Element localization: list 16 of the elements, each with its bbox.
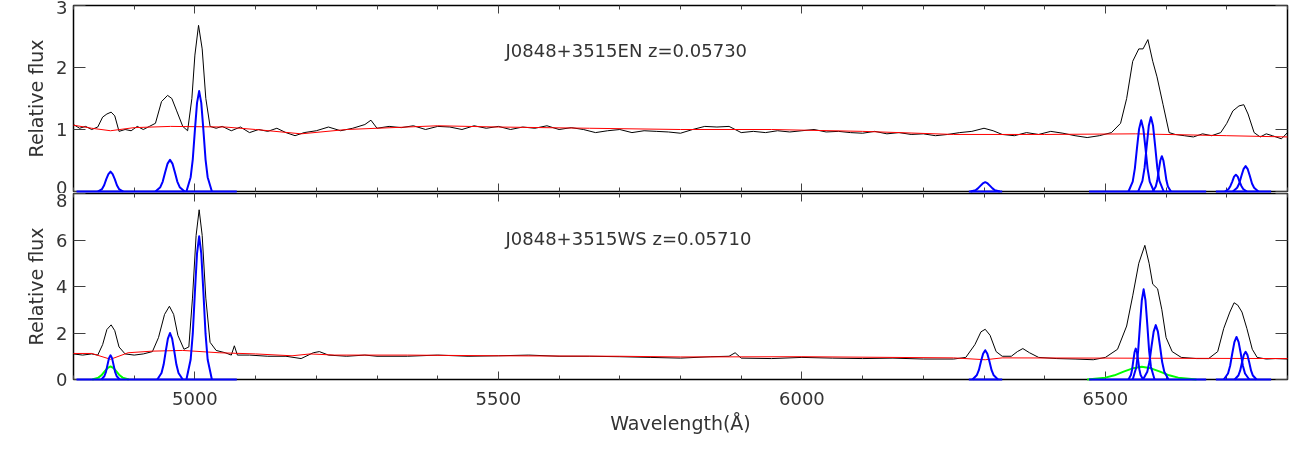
x-tick-label: 5000 [172, 387, 218, 409]
x-tick-label: 5500 [475, 387, 522, 409]
y-tick-label: 4 [56, 276, 68, 297]
x-tick-label: 6500 [1082, 387, 1129, 409]
y-tick-label: 6 [56, 229, 68, 251]
annotation: J0848+3515WS z=0.05710 [504, 228, 752, 249]
annotation: J0848+3515EN z=0.05730 [504, 40, 748, 61]
y-tick-label: 2 [56, 57, 68, 78]
y-tick-label: 2 [56, 322, 68, 344]
y-axis-title: Relative flux [25, 39, 48, 158]
y-tick-label: 3 [56, 0, 68, 18]
y-axis-title: Relative flux [25, 227, 48, 346]
x-axis-title: Wavelength(Å) [610, 411, 751, 434]
x-tick-label: 6000 [779, 387, 825, 409]
y-tick-label: 1 [56, 119, 68, 140]
y-tick-label: 0 [56, 369, 68, 390]
